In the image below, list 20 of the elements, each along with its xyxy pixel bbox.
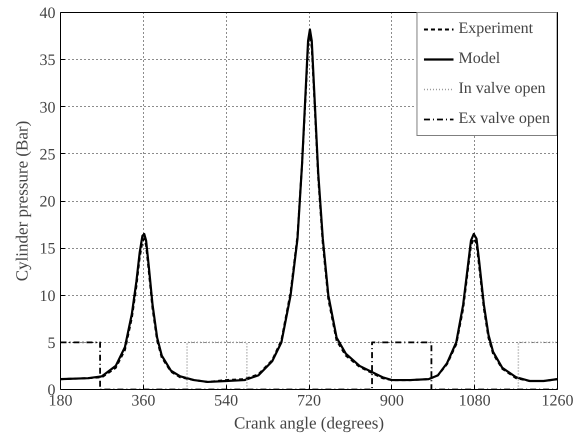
y-axis-title: Cylinder pressure (Bar) [12, 120, 32, 282]
y-tick-label: 20 [40, 194, 56, 210]
legend-label: Model [458, 50, 500, 68]
y-tick-label: 10 [40, 288, 56, 305]
x-tick-label: 1080 [458, 392, 491, 410]
x-tick-label: 720 [297, 392, 321, 410]
y-tick-label: 35 [40, 52, 56, 70]
x-tick-label: 540 [214, 392, 238, 410]
y-tick-label: 40 [40, 5, 56, 22]
x-tick-label: 900 [380, 392, 404, 410]
legend-label: In valve open [458, 80, 546, 98]
x-axis-title: Crank angle (degrees) [234, 414, 384, 432]
x-tick-label: 360 [131, 392, 156, 410]
y-tick-label: 5 [48, 334, 56, 352]
y-tick-label: 30 [40, 99, 56, 116]
legend-label: Experiment [458, 20, 534, 38]
y-tick-label: 25 [40, 146, 56, 164]
x-tick-label: 1260 [542, 392, 574, 410]
legend-label: Ex valve open [458, 110, 550, 128]
y-tick-label: 15 [40, 240, 56, 258]
